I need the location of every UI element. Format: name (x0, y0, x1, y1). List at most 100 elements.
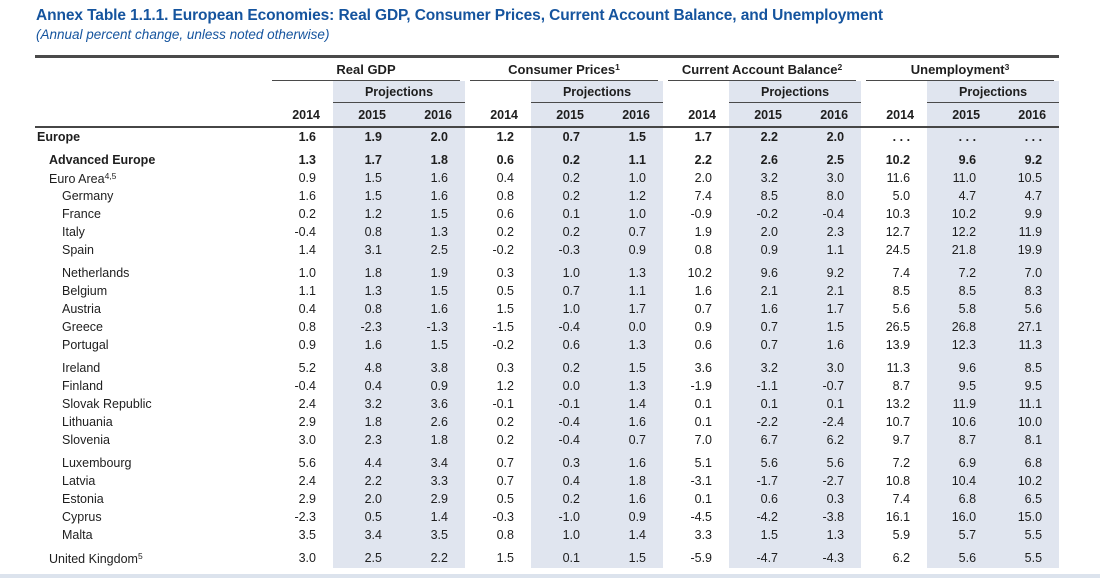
value-cell: 5.6 (1024, 302, 1043, 316)
value-cell: 1.6 (628, 456, 647, 470)
value-cell: 5.1 (694, 456, 713, 470)
value-cell: 2.3 (826, 225, 845, 239)
value-cell: 21.8 (951, 243, 977, 257)
value-cell: 0.2 (496, 433, 514, 447)
value-cell: 3.6 (430, 397, 448, 411)
row-label: Latvia (62, 474, 96, 488)
table-row: Netherlands 1.0 1.8 1.9 0.3 1.0 1.3 10.2 9.6 9.2 7… (35, 264, 1059, 282)
value-cell: 1.9 (430, 266, 448, 280)
value-cell: 0.7 (628, 225, 647, 239)
row-label: Portugal (62, 338, 109, 352)
value-cell: 0.1 (562, 207, 580, 221)
value-cell: 2.4 (298, 474, 316, 488)
value-cell: 1.3 (826, 528, 845, 542)
value-cell: 5.6 (826, 456, 845, 470)
value-cell: 1.6 (628, 415, 647, 429)
value-cell: 8.0 (826, 189, 845, 203)
value-cell: 7.2 (958, 266, 977, 280)
year-header: 2014 (267, 103, 333, 128)
value-cell: 0.5 (496, 284, 514, 298)
value-cell: 0.5 (364, 510, 382, 524)
value-cell: 10.2 (687, 266, 713, 280)
value-cell: 8.7 (892, 379, 911, 393)
value-cell: 10.6 (951, 415, 977, 429)
value-cell: 2.0 (364, 492, 382, 506)
value-cell: 1.0 (628, 171, 647, 185)
table-row: Finland -0.4 0.4 0.9 1.2 0.0 1.3 -1.9 -1.1 -0.7 8.… (35, 377, 1059, 395)
value-cell: 3.0 (826, 171, 845, 185)
value-cell: 0.6 (496, 153, 514, 167)
value-cell: 6.2 (892, 551, 911, 565)
value-cell: 5.0 (892, 189, 911, 203)
table-row: Advanced Europe 1.3 1.7 1.8 0.6 0.2 1.1 2.2 2.6 2… (35, 151, 1059, 169)
value-cell: 8.3 (1024, 284, 1043, 298)
value-cell: -0.7 (822, 379, 845, 393)
value-cell: 2.4 (298, 397, 316, 411)
row-label: Ireland (62, 361, 101, 375)
value-cell: 1.5 (826, 320, 845, 334)
row-label: Greece (62, 320, 103, 334)
value-cell: 1.6 (430, 302, 448, 316)
value-cell: 0.2 (562, 361, 580, 375)
year-header: 2015 (927, 103, 994, 128)
value-cell: 1.5 (430, 207, 448, 221)
value-cell: 0.7 (562, 130, 580, 144)
value-cell: -5.9 (690, 551, 713, 565)
row-label: Belgium (62, 284, 108, 298)
value-cell: 0.9 (298, 338, 316, 352)
value-cell: 2.2 (694, 153, 713, 167)
value-cell: 27.1 (1017, 320, 1043, 334)
value-cell: 0.3 (496, 266, 514, 280)
value-cell: 0.8 (496, 189, 514, 203)
value-cell: 5.9 (892, 528, 911, 542)
value-cell: . . . (1024, 130, 1043, 144)
value-cell: 0.3 (826, 492, 845, 506)
value-cell: 11.6 (886, 171, 911, 185)
value-cell: 2.0 (694, 171, 713, 185)
value-cell: 5.5 (1024, 528, 1043, 542)
value-cell: -0.4 (294, 225, 316, 239)
value-cell: 1.5 (496, 551, 514, 565)
value-cell: -0.4 (558, 320, 580, 334)
value-cell: 2.0 (430, 130, 448, 144)
value-cell: 8.5 (760, 189, 779, 203)
footnote-marker: 2 (837, 62, 843, 72)
value-cell: -1.3 (426, 320, 448, 334)
year-header: 2014 (861, 103, 928, 128)
group-label: Consumer Prices (508, 62, 616, 77)
row-label: Finland (62, 379, 103, 393)
value-cell: 9.6 (760, 266, 779, 280)
row-label: Italy (62, 225, 85, 239)
bottom-edge-strip (0, 574, 1100, 578)
value-cell: 11.0 (952, 171, 977, 185)
value-cell: 6.9 (958, 456, 977, 470)
value-cell: 1.0 (562, 266, 580, 280)
year-header: 2016 (399, 103, 465, 128)
value-cell: 1.9 (694, 225, 713, 239)
value-cell: 3.0 (298, 433, 316, 447)
value-cell: 1.8 (430, 153, 448, 167)
value-cell: 2.1 (760, 284, 779, 298)
value-cell: 4.4 (364, 456, 382, 470)
value-cell: 2.2 (430, 551, 448, 565)
value-cell: 2.1 (826, 284, 845, 298)
table-row: Cyprus -2.3 0.5 1.4 -0.3 -1.0 0.9 -4.5 -4.2 -3.8 1… (35, 508, 1059, 526)
value-cell: 3.3 (694, 528, 713, 542)
projections-header: Projections (531, 81, 664, 103)
year-header: 2014 (663, 103, 730, 128)
value-cell: 1.3 (298, 153, 316, 167)
table-body: Europe 1.6 1.9 2.0 1.2 0.7 1.5 1.7 2.2 2.0 . . . . … (35, 127, 1059, 567)
table-row: Greece 0.8 -2.3 -1.3 -1.5 -0.4 0.0 0.9 0.7 1.5 26.… (35, 318, 1059, 336)
value-cell: 3.6 (694, 361, 713, 375)
value-cell: -0.2 (492, 338, 514, 352)
value-cell: 1.0 (562, 528, 580, 542)
value-cell: 3.0 (298, 551, 316, 565)
group-label: Unemployment (910, 62, 1005, 77)
value-cell: 2.9 (430, 492, 448, 506)
value-cell: -2.3 (294, 510, 316, 524)
value-cell: 11.3 (886, 361, 911, 375)
value-cell: 2.6 (760, 153, 779, 167)
value-cell: 12.7 (885, 225, 911, 239)
value-cell: 4.7 (1024, 189, 1043, 203)
projections-band-unemployment (927, 81, 1059, 568)
